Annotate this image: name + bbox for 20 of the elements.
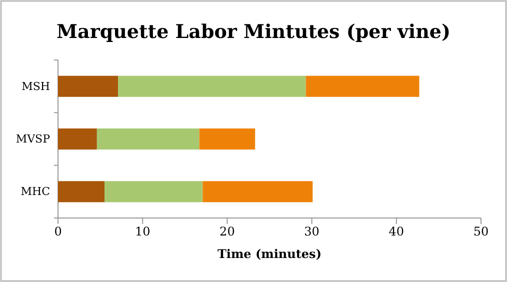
x-tick-label: 10 [134,224,150,239]
bar [104,181,203,202]
bar [58,181,105,202]
bar [118,76,306,97]
x-tick-label: 40 [388,224,404,239]
bar [58,76,118,97]
x-tick-label: 20 [220,224,235,239]
bar [58,128,97,150]
x-tick-label: 30 [304,224,320,239]
bar [202,181,313,202]
x-axis-title: Time (minutes) [218,247,322,261]
bar [96,128,200,150]
x-tick-label: 0 [54,224,62,239]
y-tick-label: MHC [20,185,50,198]
y-tick-label: MSH [22,80,50,93]
y-tick-label: MVSP [16,132,51,146]
chart-title: Marquette Labor Mintutes (per vine) [56,21,451,43]
bar [306,76,420,97]
bar [199,128,256,150]
x-tick-label: 50 [473,224,489,239]
